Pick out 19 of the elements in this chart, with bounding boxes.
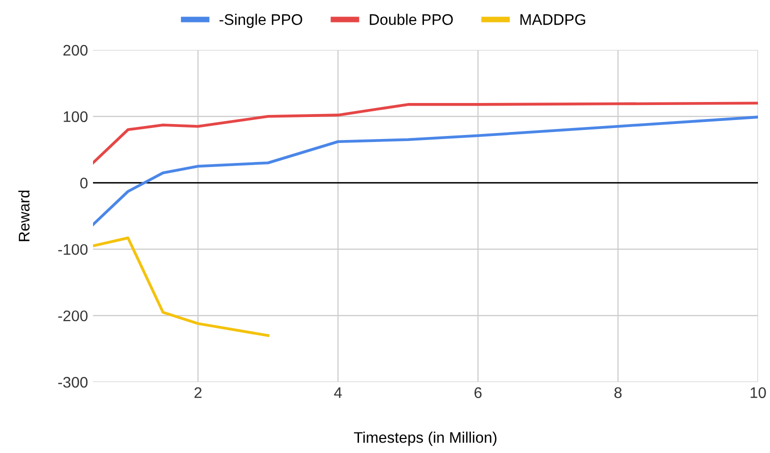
y-tick-label: 200 — [63, 44, 88, 56]
x-tick-label: 4 — [334, 387, 342, 398]
x-axis-title: Timesteps (in Million) — [354, 432, 496, 446]
legend-label: MADDPG — [520, 14, 586, 25]
x-tick-label: 10 — [750, 387, 766, 398]
x-tick-label: 2 — [194, 387, 202, 398]
line-series — [93, 236, 270, 337]
y-tick-label: 100 — [64, 111, 88, 122]
line-series — [93, 102, 758, 164]
legend-label: Double PPO — [370, 14, 453, 25]
x-tick-label: 8 — [614, 387, 622, 398]
y-tick-label: -100 — [58, 244, 88, 255]
legend-label: -Single PPO — [220, 14, 302, 28]
y-axis-title: Reward — [18, 190, 30, 242]
y-tick-label: 0 — [80, 178, 88, 188]
y-tick-label: -200 — [58, 310, 88, 322]
x-tick-label: 6 — [474, 387, 482, 398]
line-series — [93, 116, 758, 226]
y-tick-label: -300 — [58, 376, 88, 388]
